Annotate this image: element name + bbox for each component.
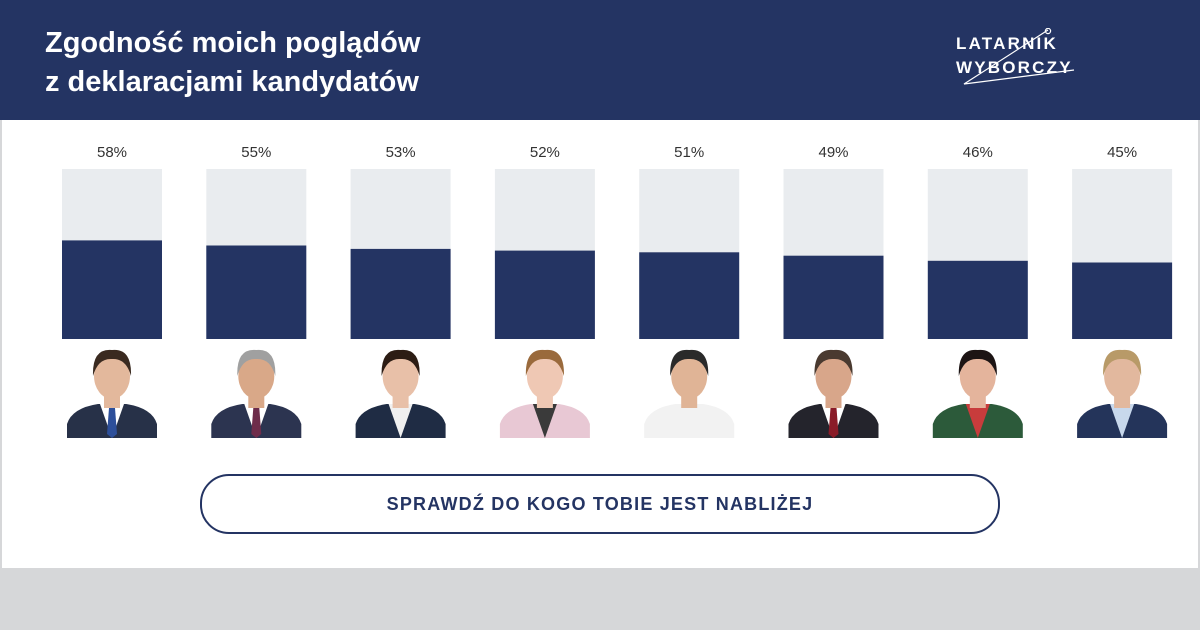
- candidate-hair: [1103, 349, 1142, 376]
- candidate-face: [238, 353, 275, 399]
- agreement-bar-chart: 58% 55% 53% 52% 51% 49% 46% 45%: [62, 144, 1173, 438]
- bar-fill: [927, 260, 1028, 339]
- bar-value-label: 45%: [1107, 144, 1137, 161]
- bar-value-label: 49%: [818, 144, 848, 161]
- header-banner: Zgodność moich poglądów z deklaracjami k…: [0, 0, 1200, 120]
- candidate-hair: [670, 349, 709, 376]
- bar-fill: [639, 252, 740, 339]
- candidate-shirt: [532, 404, 557, 438]
- bar-fill: [62, 240, 162, 339]
- page-title: Zgodność moich poglądów z deklaracjami k…: [45, 24, 420, 102]
- candidate-hair: [525, 349, 564, 376]
- candidate-shirt: [1110, 404, 1135, 438]
- bar-value-label: 46%: [963, 144, 993, 161]
- bar-fill: [783, 255, 884, 339]
- logo-text-line-1: LATARNIK: [956, 34, 1058, 53]
- lighthouse-beam-icon: [963, 28, 1075, 85]
- candidate-face: [382, 353, 419, 399]
- candidate-hair: [381, 349, 420, 376]
- candidate-face: [959, 353, 996, 399]
- candidate-shirt: [388, 404, 413, 438]
- candidate-hair: [814, 349, 853, 376]
- candidate-shirt: [677, 404, 702, 438]
- latarnik-logo: LATARNIK WYBORCZY: [956, 28, 1096, 88]
- bar-value-label: 55%: [241, 144, 271, 161]
- candidate-hair: [92, 349, 132, 376]
- check-closest-button[interactable]: SPRAWDŹ DO KOGO TOBIE JEST NABLIŻEJ: [200, 474, 1000, 534]
- bar-value-label: 53%: [386, 144, 416, 161]
- candidate-face: [815, 353, 852, 399]
- candidate-hair: [237, 349, 276, 376]
- title-line-1: Zgodność moich poglądów: [45, 27, 421, 59]
- candidate-tie: [107, 408, 117, 438]
- candidate-face: [671, 353, 708, 399]
- logo-text-line-2: WYBORCZY: [956, 58, 1073, 77]
- candidate-face: [1104, 353, 1141, 399]
- candidate-face: [94, 353, 130, 399]
- title-line-2: z deklaracjami kandydatów: [45, 66, 419, 98]
- candidate-shirt: [965, 404, 990, 438]
- candidate-tie: [828, 408, 839, 438]
- bar-value-label: 58%: [97, 144, 127, 161]
- candidate-tie: [251, 408, 262, 438]
- bar-value-label: 51%: [674, 144, 704, 161]
- bar-value-label: 52%: [530, 144, 560, 161]
- bar-fill: [350, 248, 451, 339]
- candidate-face: [526, 353, 563, 399]
- bar-fill: [494, 250, 595, 339]
- candidate-hair: [958, 349, 997, 376]
- bar-fill: [206, 245, 307, 339]
- bar-fill: [1072, 262, 1173, 339]
